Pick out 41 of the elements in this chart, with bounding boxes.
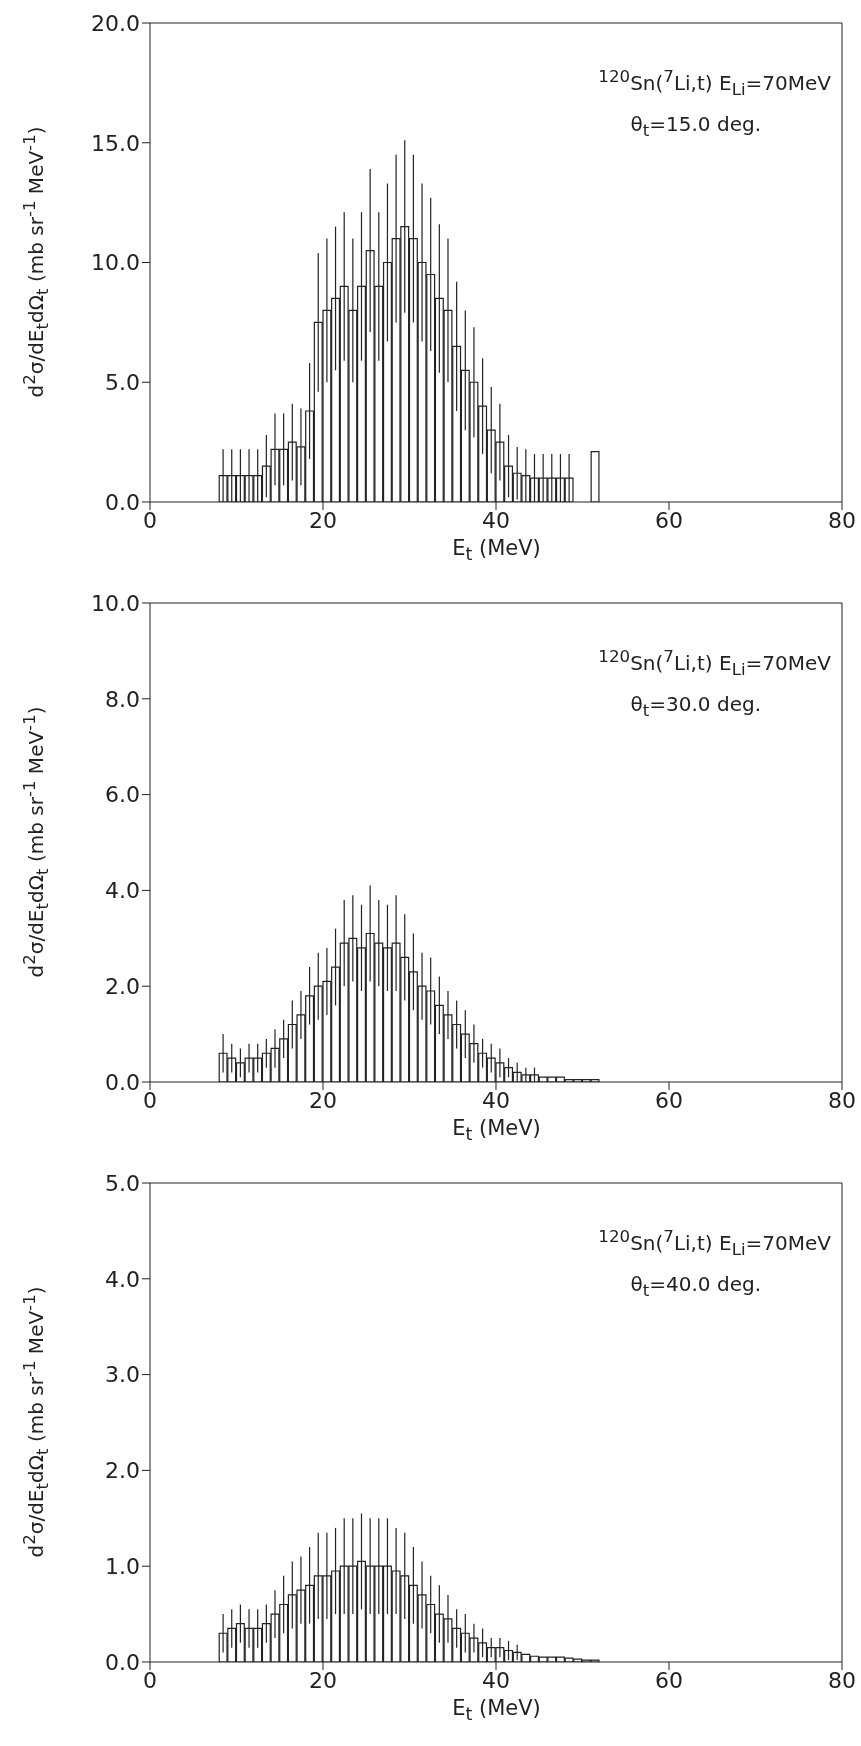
annotation: θ$_{t}$=15.0 deg.	[629, 110, 761, 142]
x-tick-label: 80	[828, 507, 856, 533]
x-tick-label: 20	[309, 1087, 337, 1113]
y-tick-label: 4.0	[105, 1266, 140, 1292]
x-tick-label: 0	[143, 507, 157, 533]
x-tick-label: 60	[655, 1667, 683, 1693]
y-tick-label: 2.0	[105, 1458, 140, 1484]
y-tick-label: 10.0	[91, 250, 140, 276]
annotation: $^{120}$Sn($^{7}$Li,t) E$_{Li}$=70MeV	[598, 1226, 831, 1261]
y-tick-label: 0.0	[105, 1069, 140, 1095]
y-tick-label: 4.0	[105, 878, 140, 904]
x-tick-label: 80	[828, 1087, 856, 1113]
y-tick-label: 6.0	[105, 782, 140, 808]
x-tick-label: 60	[655, 507, 683, 533]
y-tick-label: 20.0	[91, 10, 140, 36]
annotation: $^{120}$Sn($^{7}$Li,t) E$_{Li}$=70MeV	[598, 66, 831, 101]
x-axis-title: E$_{t}$ (MeV)	[451, 1696, 542, 1725]
y-tick-label: 1.0	[105, 1554, 140, 1580]
x-tick-label: 60	[655, 1087, 683, 1113]
x-tick-label: 0	[143, 1667, 157, 1693]
x-tick-label: 40	[482, 1087, 510, 1113]
y-tick-label: 0.0	[105, 1649, 140, 1675]
x-tick-label: 20	[309, 1667, 337, 1693]
y-tick-label: 15.0	[91, 130, 140, 156]
y-tick-label: 10.0	[91, 590, 140, 616]
y-tick-label: 3.0	[105, 1362, 140, 1388]
annotation: θ$_{t}$=30.0 deg.	[629, 690, 761, 722]
y-tick-label: 0.0	[105, 489, 140, 515]
x-axis-title: E$_{t}$ (MeV)	[451, 536, 542, 565]
x-tick-label: 20	[309, 507, 337, 533]
y-tick-label: 8.0	[105, 686, 140, 712]
y-tick-label: 5.0	[105, 1170, 140, 1196]
x-tick-label: 0	[143, 1087, 157, 1113]
x-tick-label: 40	[482, 1667, 510, 1693]
x-axis-title: E$_{t}$ (MeV)	[451, 1116, 542, 1145]
annotation: θ$_{t}$=40.0 deg.	[629, 1270, 761, 1302]
x-tick-label: 80	[828, 1667, 856, 1693]
y-tick-label: 5.0	[105, 370, 140, 396]
x-tick-label: 40	[482, 507, 510, 533]
annotation: $^{120}$Sn($^{7}$Li,t) E$_{Li}$=70MeV	[598, 646, 831, 681]
y-tick-label: 2.0	[105, 974, 140, 1000]
